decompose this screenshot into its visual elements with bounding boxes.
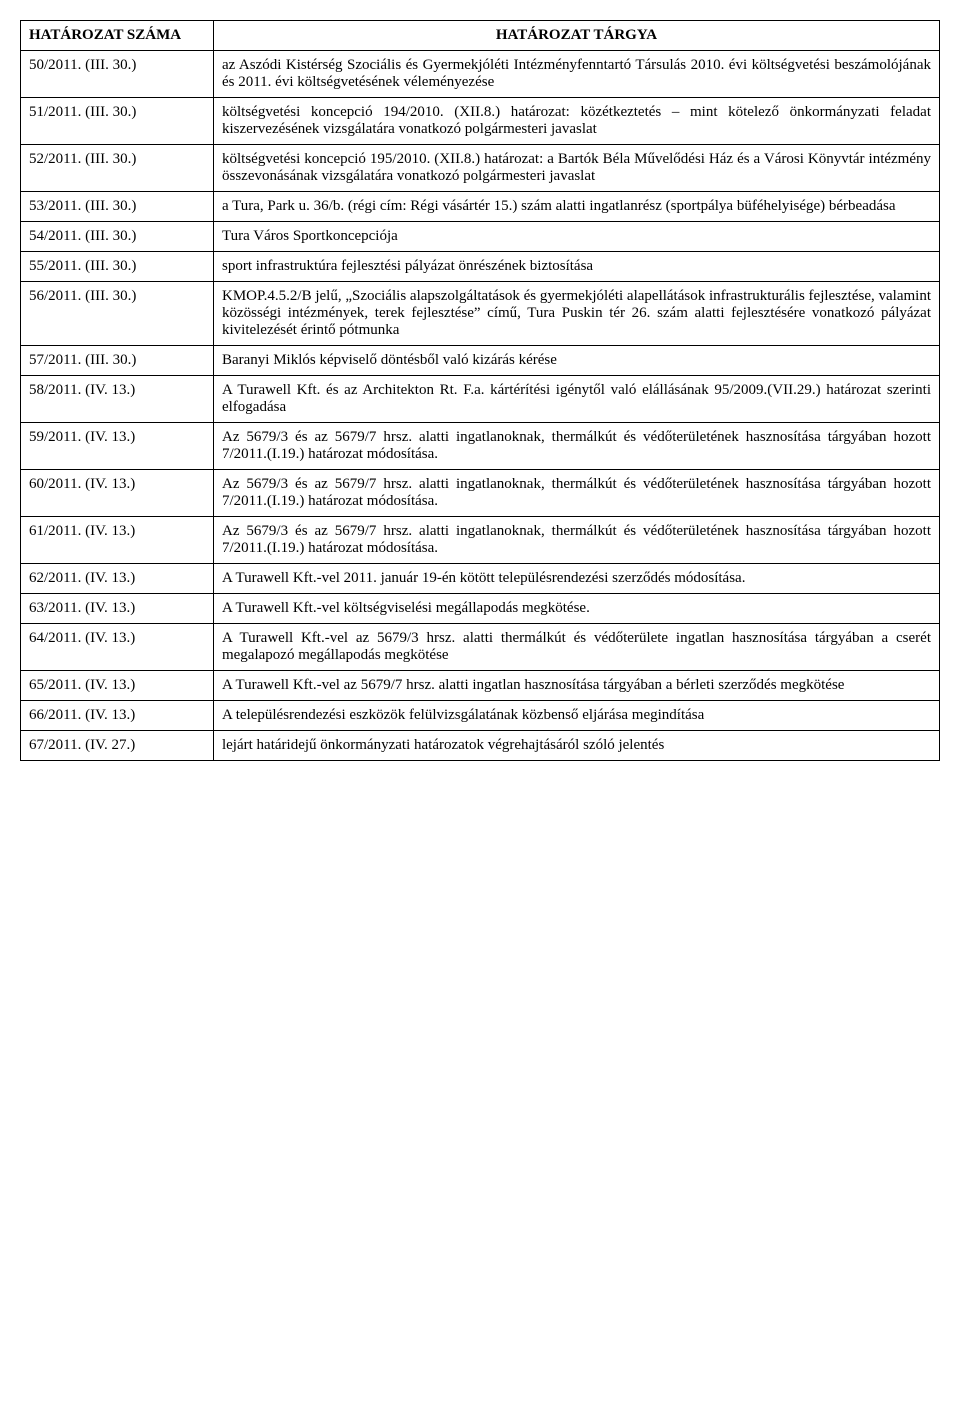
cell-number: 58/2011. (IV. 13.) xyxy=(21,376,214,423)
cell-subject: Az 5679/3 és az 5679/7 hrsz. alatti inga… xyxy=(213,517,939,564)
cell-subject: Az 5679/3 és az 5679/7 hrsz. alatti inga… xyxy=(213,470,939,517)
cell-number: 67/2011. (IV. 27.) xyxy=(21,731,214,761)
cell-subject: A Turawell Kft.-vel 2011. január 19-én k… xyxy=(213,564,939,594)
cell-number: 52/2011. (III. 30.) xyxy=(21,145,214,192)
cell-number: 57/2011. (III. 30.) xyxy=(21,346,214,376)
table-row: 52/2011. (III. 30.) költségvetési koncep… xyxy=(21,145,940,192)
cell-subject: A Turawell Kft.-vel költségviselési megá… xyxy=(213,594,939,624)
header-subject: HATÁROZAT TÁRGYA xyxy=(213,21,939,51)
cell-subject: A Turawell Kft. és az Architekton Rt. F.… xyxy=(213,376,939,423)
table-row: 62/2011. (IV. 13.) A Turawell Kft.-vel 2… xyxy=(21,564,940,594)
cell-subject: A Turawell Kft.-vel az 5679/3 hrsz. alat… xyxy=(213,624,939,671)
table-row: 60/2011. (IV. 13.) Az 5679/3 és az 5679/… xyxy=(21,470,940,517)
table-row: 58/2011. (IV. 13.) A Turawell Kft. és az… xyxy=(21,376,940,423)
table-row: 61/2011. (IV. 13.) Az 5679/3 és az 5679/… xyxy=(21,517,940,564)
table-row: 53/2011. (III. 30.) a Tura, Park u. 36/b… xyxy=(21,192,940,222)
cell-number: 66/2011. (IV. 13.) xyxy=(21,701,214,731)
cell-subject: az Aszódi Kistérség Szociális és Gyermek… xyxy=(213,51,939,98)
cell-subject: Tura Város Sportkoncepciója xyxy=(213,222,939,252)
cell-subject: lejárt határidejű önkormányzati határoza… xyxy=(213,731,939,761)
table-row: 50/2011. (III. 30.) az Aszódi Kistérség … xyxy=(21,51,940,98)
cell-subject: költségvetési koncepció 194/2010. (XII.8… xyxy=(213,98,939,145)
table-row: 66/2011. (IV. 13.) A településrendezési … xyxy=(21,701,940,731)
cell-number: 60/2011. (IV. 13.) xyxy=(21,470,214,517)
cell-number: 59/2011. (IV. 13.) xyxy=(21,423,214,470)
table-row: 56/2011. (III. 30.) KMOP.4.5.2/B jelű, „… xyxy=(21,282,940,346)
table-row: 64/2011. (IV. 13.) A Turawell Kft.-vel a… xyxy=(21,624,940,671)
cell-number: 55/2011. (III. 30.) xyxy=(21,252,214,282)
table-row: 67/2011. (IV. 27.) lejárt határidejű önk… xyxy=(21,731,940,761)
cell-number: 54/2011. (III. 30.) xyxy=(21,222,214,252)
cell-subject: A Turawell Kft.-vel az 5679/7 hrsz. alat… xyxy=(213,671,939,701)
cell-number: 56/2011. (III. 30.) xyxy=(21,282,214,346)
cell-number: 63/2011. (IV. 13.) xyxy=(21,594,214,624)
cell-subject: KMOP.4.5.2/B jelű, „Szociális alapszolgá… xyxy=(213,282,939,346)
cell-number: 61/2011. (IV. 13.) xyxy=(21,517,214,564)
cell-number: 50/2011. (III. 30.) xyxy=(21,51,214,98)
table-body: 50/2011. (III. 30.) az Aszódi Kistérség … xyxy=(21,51,940,761)
header-number: HATÁROZAT SZÁMA xyxy=(21,21,214,51)
cell-number: 53/2011. (III. 30.) xyxy=(21,192,214,222)
cell-subject: költségvetési koncepció 195/2010. (XII.8… xyxy=(213,145,939,192)
cell-subject: Baranyi Miklós képviselő döntésből való … xyxy=(213,346,939,376)
cell-number: 64/2011. (IV. 13.) xyxy=(21,624,214,671)
table-row: 65/2011. (IV. 13.) A Turawell Kft.-vel a… xyxy=(21,671,940,701)
cell-number: 62/2011. (IV. 13.) xyxy=(21,564,214,594)
cell-subject: sport infrastruktúra fejlesztési pályáza… xyxy=(213,252,939,282)
table-row: 59/2011. (IV. 13.) Az 5679/3 és az 5679/… xyxy=(21,423,940,470)
table-header-row: HATÁROZAT SZÁMA HATÁROZAT TÁRGYA xyxy=(21,21,940,51)
resolutions-table: HATÁROZAT SZÁMA HATÁROZAT TÁRGYA 50/2011… xyxy=(20,20,940,761)
cell-number: 65/2011. (IV. 13.) xyxy=(21,671,214,701)
cell-subject: a Tura, Park u. 36/b. (régi cím: Régi vá… xyxy=(213,192,939,222)
cell-subject: Az 5679/3 és az 5679/7 hrsz. alatti inga… xyxy=(213,423,939,470)
cell-number: 51/2011. (III. 30.) xyxy=(21,98,214,145)
table-row: 57/2011. (III. 30.) Baranyi Miklós képvi… xyxy=(21,346,940,376)
table-row: 63/2011. (IV. 13.) A Turawell Kft.-vel k… xyxy=(21,594,940,624)
cell-subject: A településrendezési eszközök felülvizsg… xyxy=(213,701,939,731)
table-row: 51/2011. (III. 30.) költségvetési koncep… xyxy=(21,98,940,145)
table-row: 55/2011. (III. 30.) sport infrastruktúra… xyxy=(21,252,940,282)
table-row: 54/2011. (III. 30.) Tura Város Sportkonc… xyxy=(21,222,940,252)
